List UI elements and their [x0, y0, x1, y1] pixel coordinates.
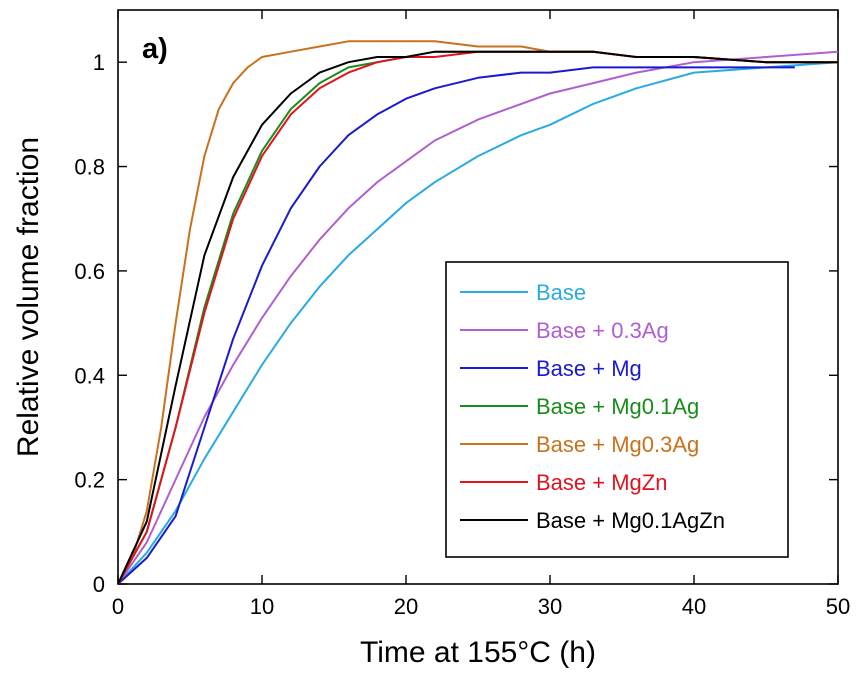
- y-tick-label: 0.4: [74, 363, 105, 388]
- series-line-0: [118, 61, 838, 584]
- legend-label: Base: [536, 280, 586, 305]
- y-tick-label: 0.8: [74, 155, 105, 180]
- series-line-6: [118, 50, 838, 584]
- legend-label: Base + Mg0.1AgZn: [536, 508, 725, 533]
- x-tick-label: 50: [826, 594, 850, 619]
- legend-label: Base + 0.3Ag: [536, 318, 669, 343]
- y-tick-label: 0: [93, 572, 105, 597]
- x-tick-label: 0: [112, 594, 124, 619]
- legend-label: Base + Mg0.3Ag: [536, 432, 699, 457]
- series-lines: [118, 40, 838, 584]
- legend-box: [445, 261, 789, 558]
- legend-label: Base + MgZn: [536, 470, 667, 495]
- legend-label: Base + Mg0.1Ag: [536, 394, 699, 419]
- legend-label: Base + Mg: [536, 356, 642, 381]
- x-tick-label: 40: [682, 594, 706, 619]
- y-tick-label: 0.6: [74, 259, 105, 284]
- y-tick-label: 0.2: [74, 468, 105, 493]
- legend: Base Base + 0.3Ag Base + Mg Base + Mg0.1Ag B…: [445, 261, 789, 558]
- x-tick-label: 20: [394, 594, 418, 619]
- axis-ticks: 0 10 20 30 40 50 0 0.2 0.4 0.6 0.8 1: [74, 10, 850, 619]
- series-line-1: [118, 50, 838, 584]
- series-line-2: [118, 66, 795, 584]
- y-tick-label: 1: [93, 50, 105, 75]
- x-axis-label: Time at 155°C (h): [360, 636, 596, 669]
- x-tick-label: 30: [538, 594, 562, 619]
- y-axis-label: Relative volume fraction: [12, 137, 45, 457]
- panel-label: a): [142, 33, 168, 65]
- x-tick-label: 10: [250, 594, 274, 619]
